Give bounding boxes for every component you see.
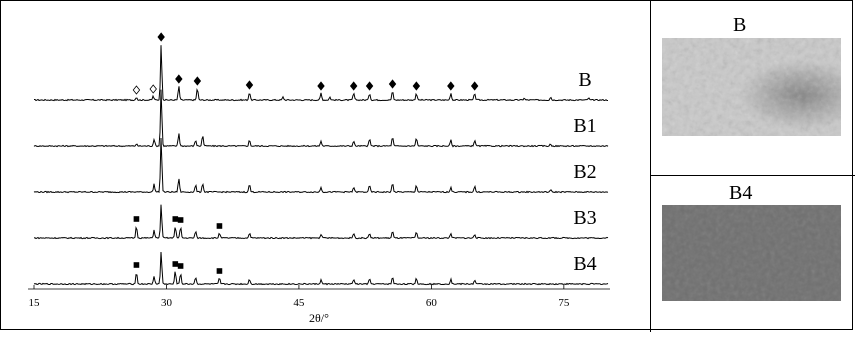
photo-label-b4: B4	[729, 182, 752, 205]
marker-b3-0	[134, 216, 140, 222]
marker-b-4	[194, 77, 200, 85]
xrd-trace-b1	[34, 90, 608, 147]
x-tick-label-30: 30	[161, 297, 173, 309]
x-tick-label-45: 45	[293, 297, 305, 309]
marker-b-8	[366, 82, 372, 90]
marker-b-11	[448, 82, 454, 90]
photo-label-b: B	[733, 14, 746, 37]
series-label-b4: B4	[573, 253, 596, 275]
xrd-chart: B B1 B2 B3 B4 2θ/° 15 30 45 60 75	[0, 0, 651, 332]
xrd-trace-b3	[34, 205, 608, 239]
marker-b-5	[246, 81, 252, 89]
marker-b4-1	[172, 261, 178, 267]
marker-b3-2	[178, 217, 184, 223]
marker-b-2	[158, 33, 164, 41]
marker-b4-2	[178, 263, 184, 269]
marker-b3-3	[217, 223, 223, 229]
xrd-trace-b4	[34, 252, 608, 285]
marker-b-9	[389, 80, 395, 88]
marker-b-7	[350, 82, 356, 90]
series-label-b3: B3	[573, 207, 596, 229]
series-label-b: B	[578, 69, 591, 91]
photo-b	[662, 38, 841, 136]
marker-b4-0	[134, 262, 140, 268]
marker-b-3	[176, 75, 182, 83]
series-label-b1: B1	[573, 115, 596, 137]
xrd-panel: B B1 B2 B3 B4 2θ/° 15 30 45 60 75	[0, 0, 651, 332]
x-tick-label-75: 75	[558, 297, 570, 309]
marker-b-1	[150, 85, 156, 93]
x-tick-label-60: 60	[426, 297, 438, 309]
xrd-trace-b	[34, 45, 608, 100]
photo-b4	[662, 205, 841, 301]
photo-divider-vertical	[650, 0, 651, 332]
x-axis: 2θ/° 15 30 45 60 75	[28, 285, 610, 325]
marker-b3-1	[172, 216, 178, 222]
photo-divider-horizontal	[650, 175, 855, 176]
marker-b-10	[413, 82, 419, 90]
marker-b-6	[318, 82, 324, 90]
marker-b-12	[471, 82, 477, 90]
x-axis-label: 2θ/°	[309, 311, 329, 325]
marker-b4-3	[217, 268, 223, 274]
xrd-traces	[34, 44, 608, 285]
series-label-b2: B2	[573, 161, 596, 183]
marker-b-0	[133, 86, 139, 94]
x-tick-label-15: 15	[29, 297, 41, 309]
